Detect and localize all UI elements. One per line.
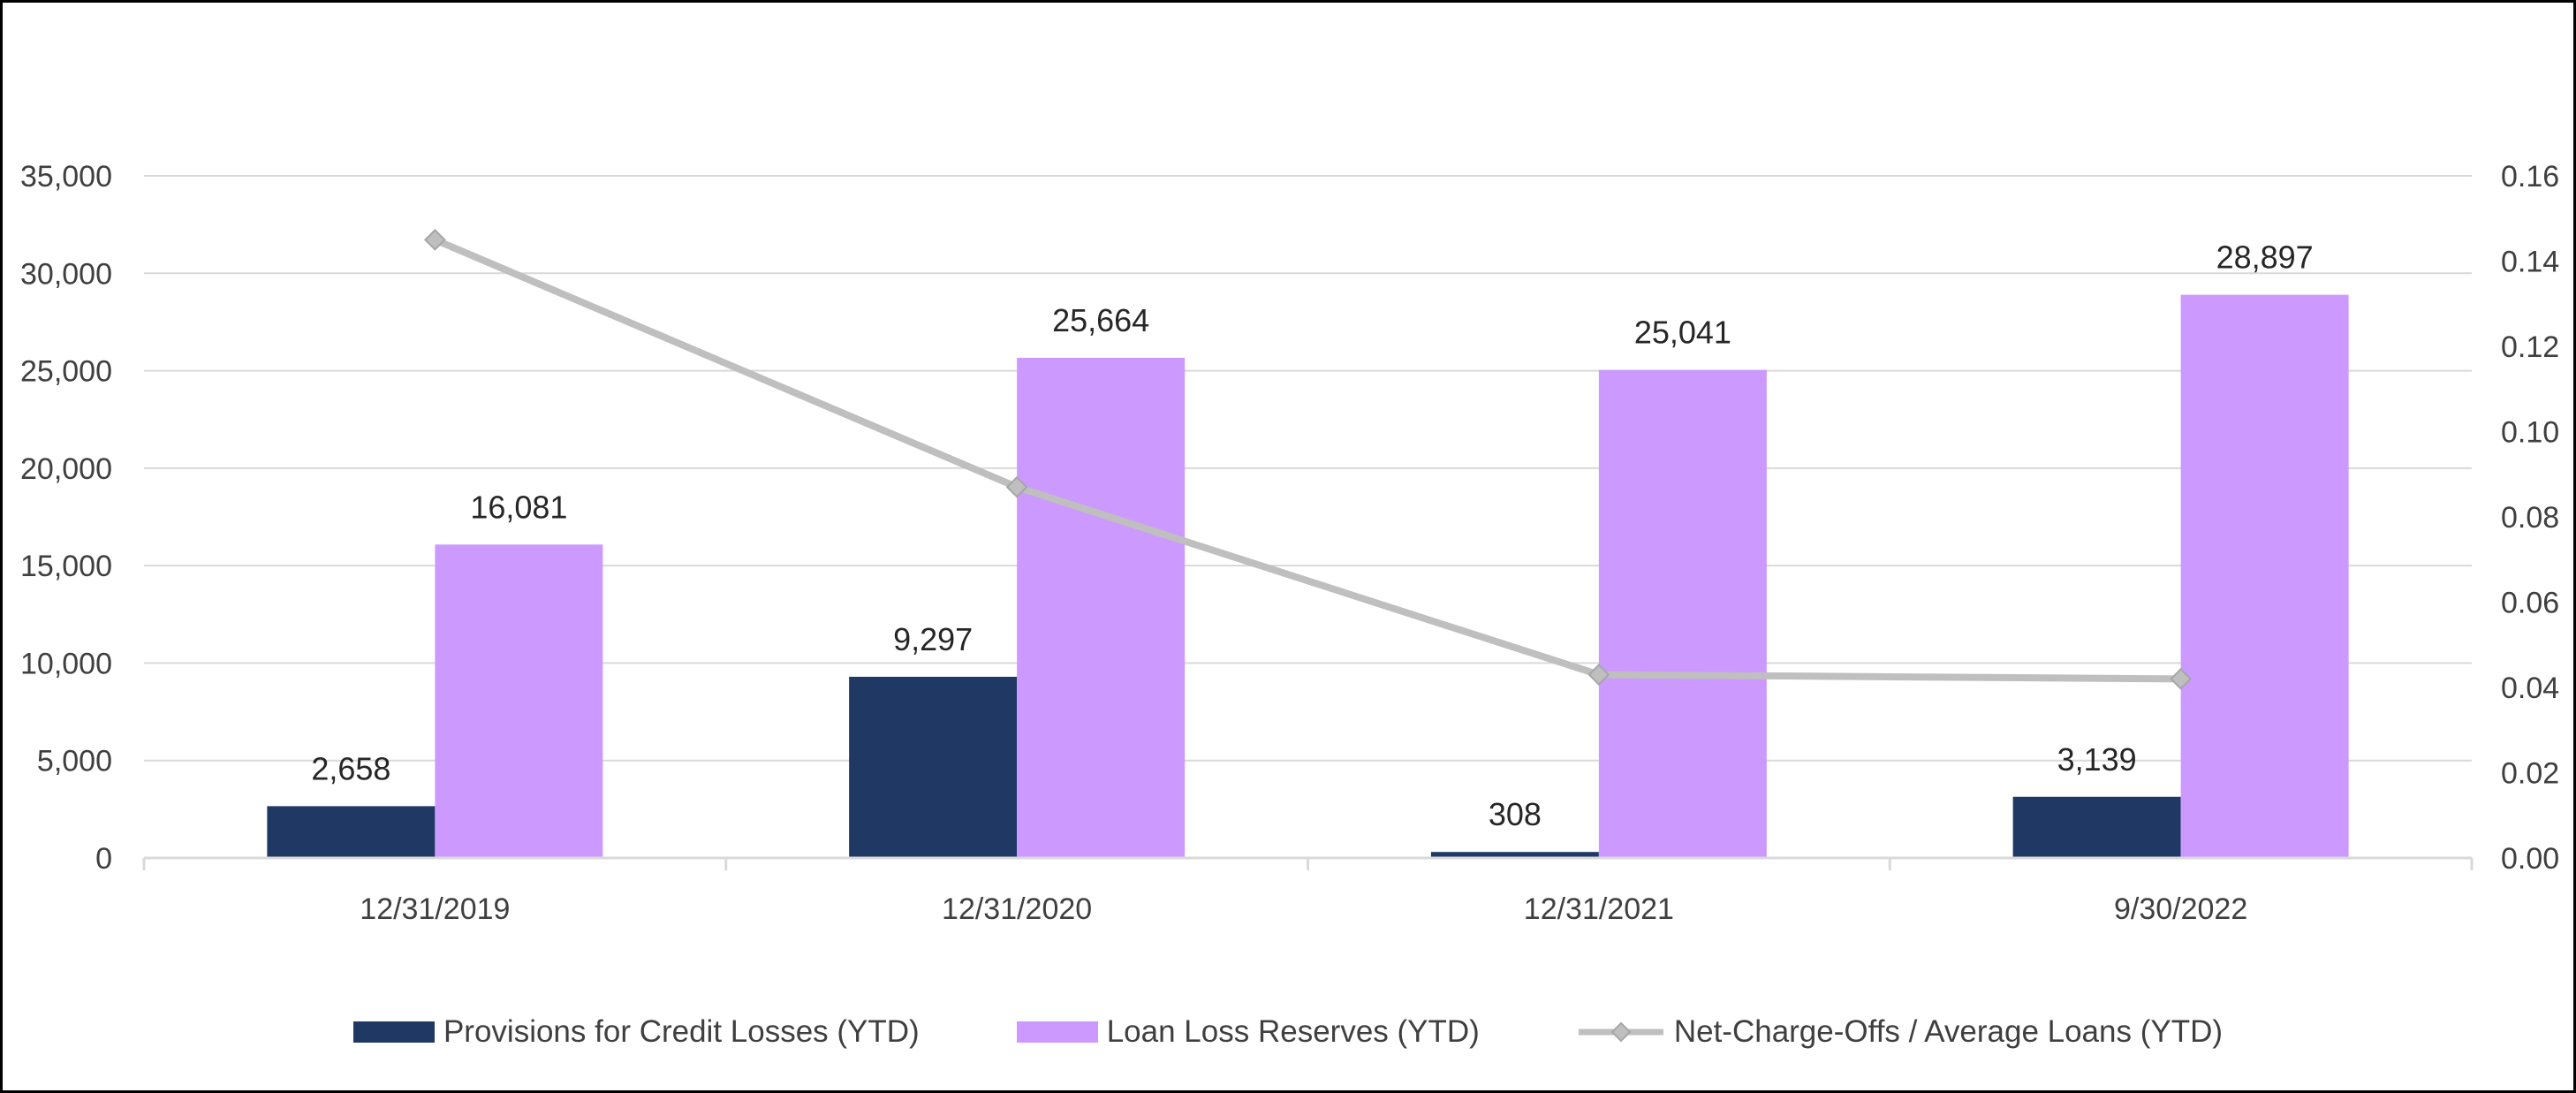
legend-line-diamond-icon [1578, 1021, 1663, 1043]
combo-chart: 0 5,000 10,000 15,000 20,000 25,000 30,000 35,0… [20, 160, 2559, 926]
y-right-tick-label: 0.08 [2501, 501, 2559, 535]
legend-item-reserves: Loan Loss Reserves (YTD) [1016, 1014, 1480, 1050]
legend-swatch-reserves [1016, 1021, 1098, 1043]
bar [849, 676, 1018, 858]
x-tick-label: 12/31/2019 [360, 892, 510, 926]
y-left-tick-label: 35,000 [20, 160, 112, 194]
legend: Provisions for Credit Losses (YTD) Loan … [3, 1014, 2573, 1050]
y-left-tick-label: 0 [95, 842, 112, 876]
y-left-tick-label: 25,000 [20, 355, 112, 389]
bar [267, 806, 436, 858]
data-label: 16,081 [470, 489, 567, 525]
data-label: 9,297 [893, 621, 973, 657]
x-tick-label: 12/31/2020 [942, 892, 1092, 926]
legend-label-nco-ratio: Net-Charge-Offs / Average Loans (YTD) [1673, 1014, 2224, 1049]
y-right-tick-label: 0.02 [2501, 757, 2559, 791]
y-right-tick-label: 0.10 [2501, 416, 2559, 450]
y-right-tick-label: 0.12 [2501, 330, 2559, 364]
y-right-tick-label: 0.14 [2501, 246, 2559, 279]
series-line [433, 236, 2181, 683]
legend-item-provisions: Provisions for Credit Losses (YTD) [352, 1014, 920, 1050]
y-right-tick-label: 0.04 [2501, 672, 2559, 705]
y-right-tick-label: 0.00 [2501, 842, 2559, 876]
legend-label-reserves: Loan Loss Reserves (YTD) [1106, 1014, 1480, 1049]
line-point-diamond [1587, 664, 1610, 686]
data-label: 3,139 [2057, 741, 2137, 778]
y-left-tick-label: 30,000 [20, 257, 112, 291]
y-right-tick-label: 0.06 [2501, 587, 2559, 620]
y-left-tick-label: 20,000 [20, 452, 112, 486]
line-point-diamond [2170, 667, 2193, 690]
y-left-tick-label: 10,000 [20, 647, 112, 680]
bar [1598, 369, 1767, 858]
line-point-diamond [1005, 475, 1028, 498]
x-tick-label: 9/30/2022 [2114, 892, 2247, 926]
x-tick-label: 12/31/2021 [1524, 892, 1674, 926]
bar [1017, 357, 1186, 858]
data-label: 28,897 [2216, 239, 2314, 276]
y-left-tick-label: 5,000 [37, 745, 112, 778]
y-left-tick-label: 15,000 [20, 550, 112, 583]
data-label: 25,041 [1634, 315, 1731, 351]
legend-label-provisions: Provisions for Credit Losses (YTD) [443, 1014, 920, 1049]
legend-item-nco-ratio: Net-Charge-Offs / Average Loans (YTD) [1577, 1014, 2223, 1050]
bar [435, 544, 603, 858]
bar [2180, 294, 2349, 858]
y-right-tick-label: 0.16 [2501, 160, 2559, 194]
data-label: 25,664 [1052, 302, 1149, 338]
bar [1430, 852, 1599, 858]
bar [2012, 796, 2181, 858]
data-label: 308 [1489, 796, 1542, 832]
legend-swatch-provisions [352, 1021, 435, 1043]
line-point-diamond [423, 228, 446, 251]
data-label: 2,658 [311, 750, 390, 786]
